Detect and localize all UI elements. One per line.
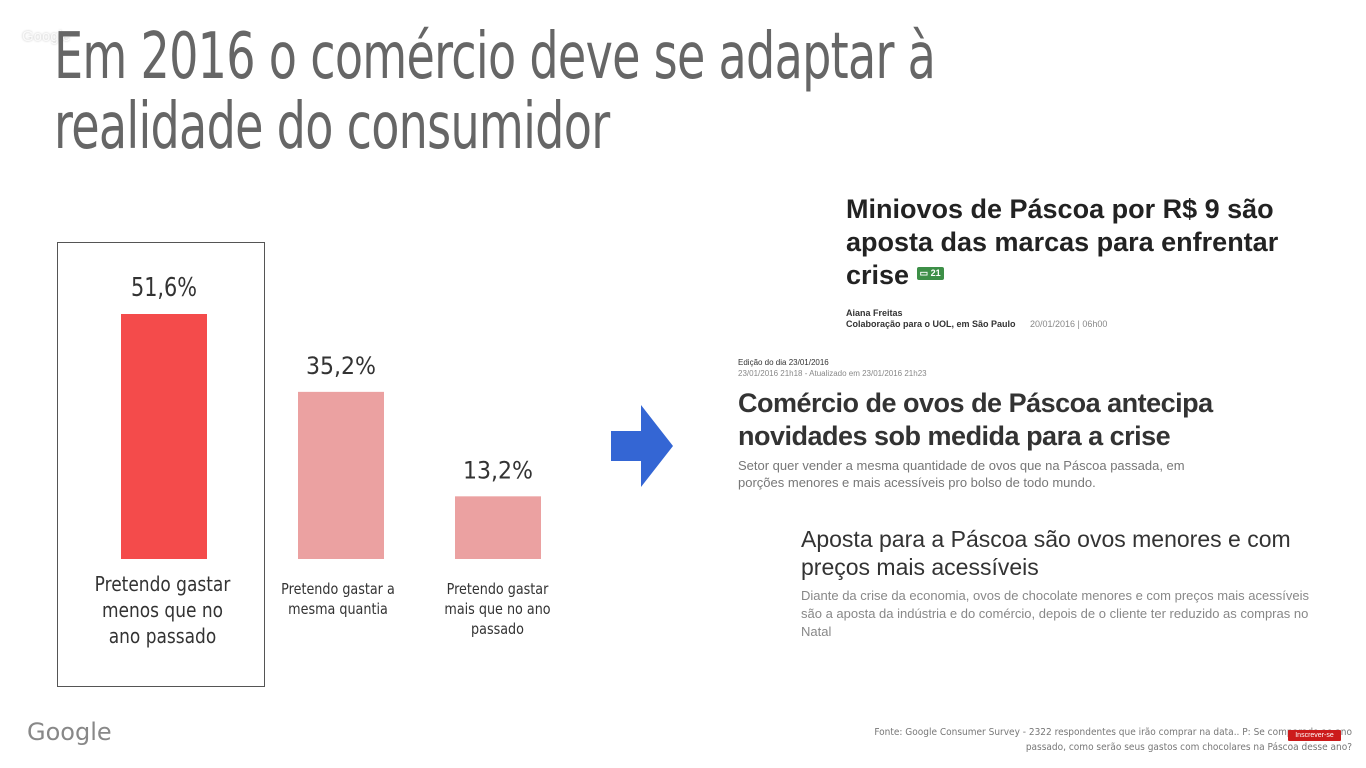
bar-same: [298, 391, 384, 559]
title-line-2: realidade do consumidor: [54, 90, 610, 164]
comments-count: 21: [930, 268, 941, 279]
news-2-headline: Comércio de ovos de Páscoa antecipa novi…: [738, 388, 1213, 451]
news-3-subtitle: Diante da crise da economia, ovos de cho…: [801, 588, 1309, 639]
title-line-1: Em 2016 o comércio deve se adaptar à: [54, 20, 936, 94]
comments-badge: ▭ 21: [916, 267, 944, 281]
bar-more: [455, 496, 541, 559]
value-label-more: 13,2%: [463, 456, 533, 484]
news-1-title-text: Miniovos de Páscoa por R$ 9 são aposta d…: [846, 194, 1279, 290]
slide-title: Em 2016 o comércio deve se adaptar à rea…: [54, 20, 936, 164]
subscribe-button[interactable]: Inscrever-se: [1288, 730, 1341, 741]
news-1-author: Aiana Freitas: [846, 308, 903, 318]
right-arrow-icon: [611, 405, 673, 487]
news-1-date: 20/01/2016 | 06h00: [1030, 319, 1108, 329]
source-footnote: Fonte: Google Consumer Survey - 2322 res…: [832, 725, 1352, 755]
news-2-edition: Edição do dia 23/01/2016: [738, 358, 829, 367]
category-label-more: Pretendo gastar mais que no ano passado: [444, 580, 551, 638]
source-line-1: Fonte: Google Consumer Survey - 2322 res…: [874, 727, 1352, 738]
category-label-same: Pretendo gastar a mesma quantia: [281, 580, 395, 618]
video-watermark: Google: [22, 28, 71, 45]
category-label-less: Pretendo gastar menos que no ano passado: [94, 572, 231, 648]
google-logo: Google: [27, 718, 112, 746]
news-1-headline: Miniovos de Páscoa por R$ 9 são aposta d…: [846, 193, 1316, 292]
news-2-meta: 23/01/2016 21h18 - Atualizado em 23/01/2…: [738, 369, 927, 378]
news-2-subtitle: Setor quer vender a mesma quantidade de …: [738, 458, 1185, 490]
value-label-same: 35,2%: [306, 352, 376, 380]
highlight-box: [57, 242, 265, 687]
news-1-collab: Colaboração para o UOL, em São Paulo: [846, 319, 1016, 329]
news-3-headline: Aposta para a Páscoa são ovos menores e …: [801, 526, 1291, 580]
source-line-2: passado, como serão seus gastos com choc…: [1025, 742, 1352, 753]
